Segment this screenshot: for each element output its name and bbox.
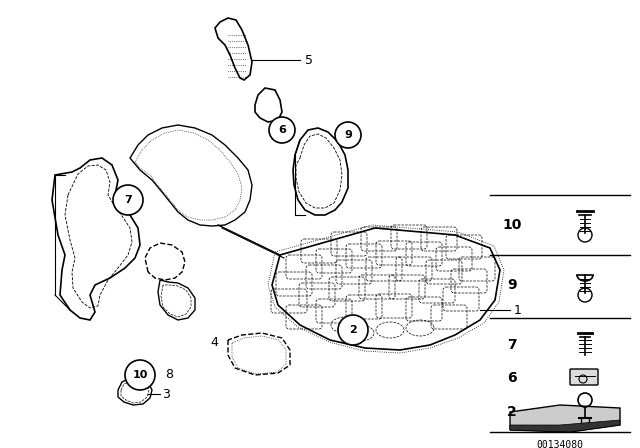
Text: 10: 10: [502, 218, 522, 232]
Polygon shape: [510, 420, 620, 432]
Circle shape: [113, 185, 143, 215]
Circle shape: [125, 360, 155, 390]
Circle shape: [269, 117, 295, 143]
Text: 1: 1: [514, 303, 522, 316]
Text: 9: 9: [507, 278, 517, 292]
FancyBboxPatch shape: [570, 369, 598, 385]
Text: 7: 7: [507, 338, 517, 352]
Text: 5: 5: [305, 53, 313, 66]
Text: 7: 7: [124, 195, 132, 205]
Text: 2: 2: [507, 405, 517, 419]
Text: 3: 3: [162, 388, 170, 401]
Text: 00134080: 00134080: [536, 440, 584, 448]
Text: 4: 4: [210, 336, 218, 349]
Text: 2: 2: [349, 325, 357, 335]
Text: 6: 6: [278, 125, 286, 135]
Text: 10: 10: [132, 370, 148, 380]
Polygon shape: [510, 405, 620, 432]
Text: 6: 6: [507, 371, 517, 385]
Circle shape: [338, 315, 368, 345]
Text: 9: 9: [344, 130, 352, 140]
Text: 8: 8: [165, 369, 173, 382]
Circle shape: [335, 122, 361, 148]
